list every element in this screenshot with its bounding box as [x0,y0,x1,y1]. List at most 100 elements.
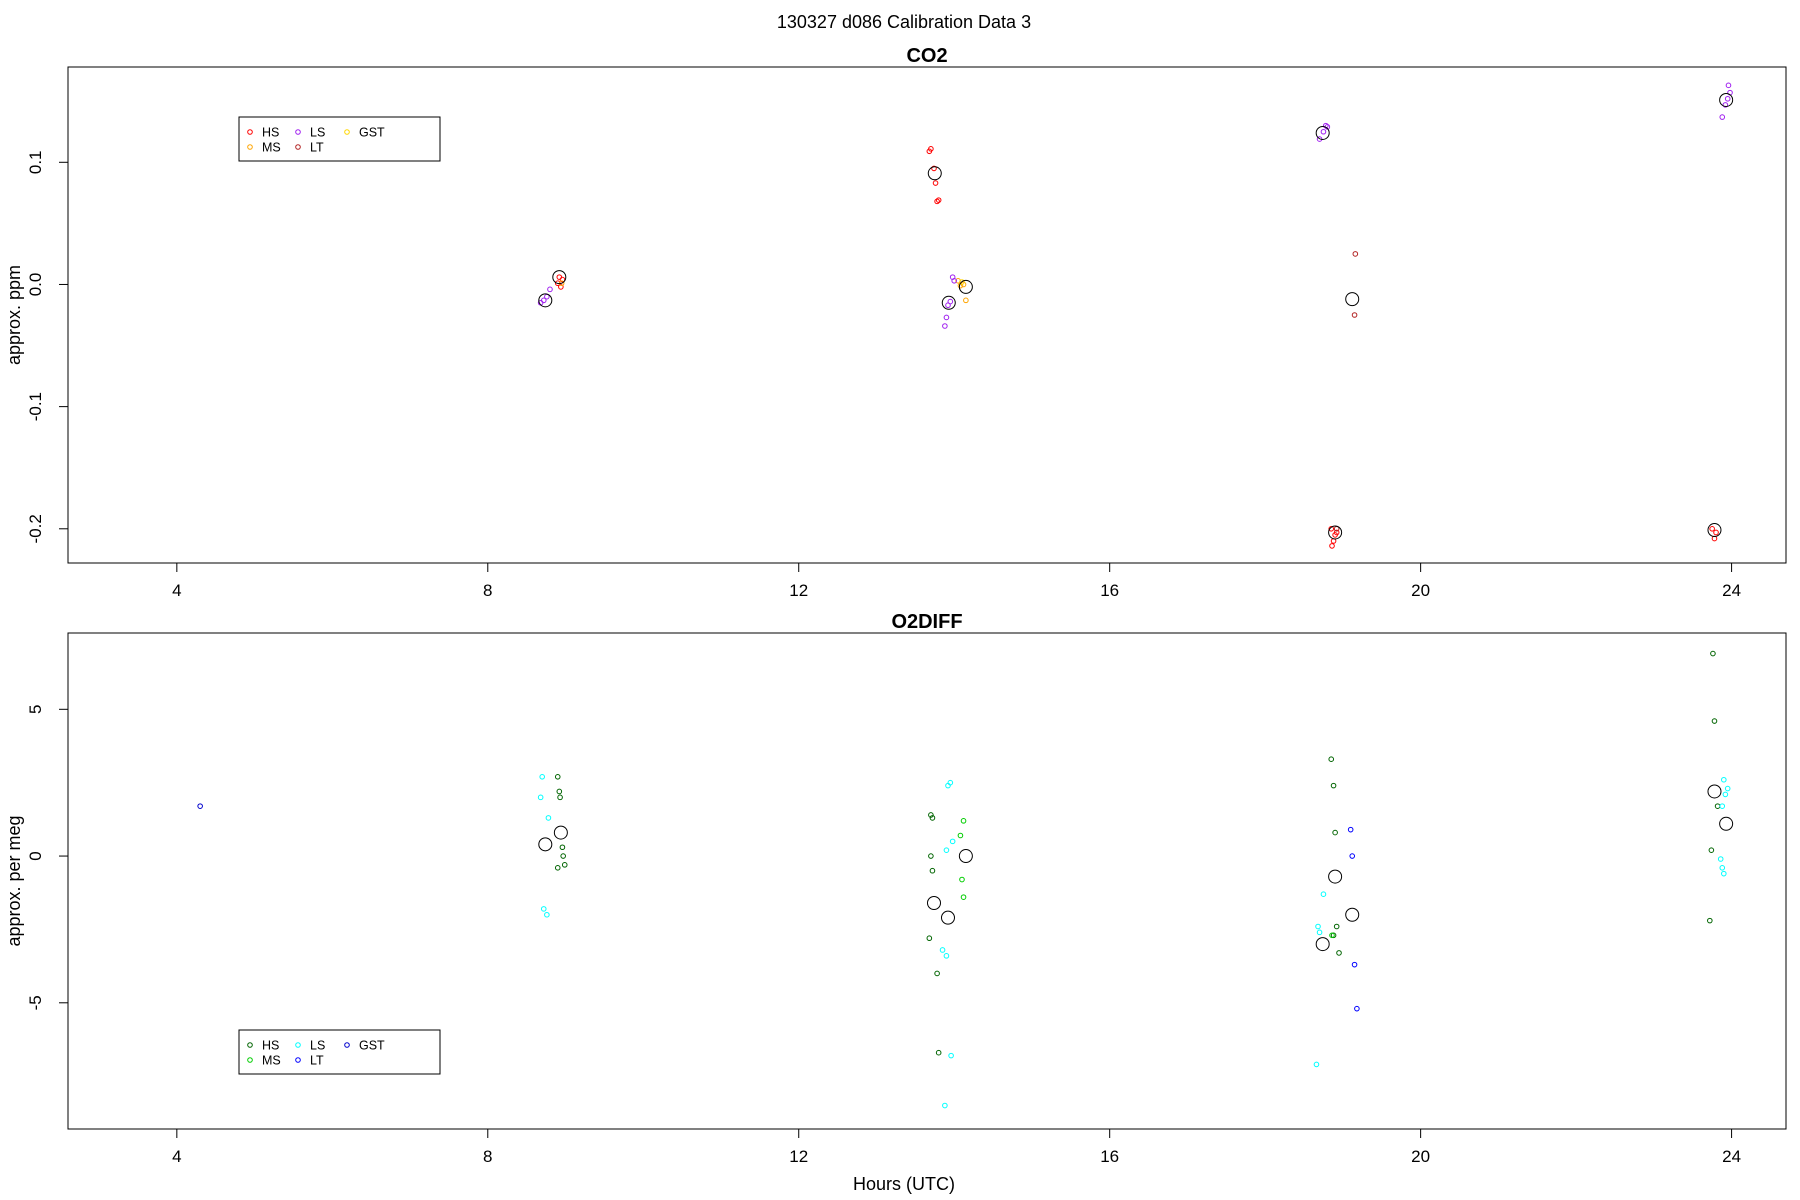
data-point-ls [947,298,954,305]
legend-label: LS [310,126,325,140]
data-point-ls [1320,891,1327,898]
data-point-ls [942,1102,948,1109]
legend-entry-hs: HS [247,1039,279,1053]
legend-marker [295,129,301,135]
data-point-hs [931,165,937,172]
legend-label: GST [359,1039,385,1053]
data-point-hs [1707,917,1713,924]
data-point-lt [1349,853,1356,859]
legend-box [238,1029,441,1075]
legend-label: MS [262,141,281,155]
legend-label: HS [262,1039,279,1053]
data-point-lt [1351,961,1358,968]
figure-title: 130327 d086 Calibration Data 3 [777,12,1031,32]
data-point-hs [926,935,933,942]
x-tick-label: 8 [483,581,492,600]
data-point-hs [928,812,934,818]
data-point-ls [545,815,552,821]
data-point-ls [1719,114,1726,120]
legend-entry-lt: LT [295,1054,324,1068]
data-point-hs [1328,756,1335,763]
mean-marker [1328,869,1343,884]
mean-marker [1315,125,1330,140]
data-point-lt [1351,312,1358,318]
series-gst [959,279,965,285]
legend-label: LT [310,141,324,155]
mean-marker [552,270,567,285]
data-point-hs [556,788,563,795]
data-point-ms [963,297,969,304]
legend-entry-ms: MS [247,1054,281,1068]
data-point-ms [960,894,967,900]
data-point-ms [959,876,965,883]
x-tick-label: 12 [789,581,808,600]
panel-title: CO2 [906,45,947,67]
mean-marker [1719,92,1734,107]
legend-marker [247,129,253,135]
data-point-ls [1725,82,1732,89]
y-tick-label: 5 [26,705,45,714]
data-point-hs [928,146,934,152]
data-point-ls [1313,1061,1320,1068]
mean-marker [926,896,941,911]
data-point-ls [540,906,547,912]
data-point-gst [197,803,203,809]
data-point-hs [1336,950,1342,956]
data-point-ls [1320,128,1327,135]
data-point-ls [1316,929,1323,936]
legend-label: LT [310,1054,324,1068]
legend-entry-ls: LS [295,1039,325,1053]
legend-entry-hs: HS [247,126,279,140]
mean-marker [1719,816,1734,831]
data-point-ls [537,794,544,801]
mean-marker [940,910,955,925]
mean-marker [1328,525,1343,540]
legend-marker [295,144,301,150]
legend-marker [295,1042,301,1048]
data-points [537,82,1733,549]
series-hs [554,650,1721,1056]
data-point-hs [928,853,934,859]
data-point-lt [1354,1005,1360,1012]
legend-entry-ms: MS [247,141,281,155]
data-point-ls [949,838,956,845]
x-tick-label: 12 [789,1147,808,1166]
panel-title: O2DIFF [891,611,962,633]
data-point-hs [554,774,561,780]
data-point-ls [951,277,958,284]
mean-marker [553,825,568,840]
data-point-hs [1330,782,1337,789]
x-tick-label: 16 [1100,1147,1119,1166]
mean-marker [941,295,956,310]
data-point-hs [1708,847,1715,853]
legend-label: HS [262,126,279,140]
mean-marker [538,293,553,308]
y-tick-label: -0.2 [26,514,45,543]
data-point-ls [945,782,951,789]
legend-entry-gst: GST [344,126,385,140]
data-point-hs [1714,803,1721,809]
y-axis: -5 0 5 [26,705,69,1010]
data-point-hs [558,284,564,290]
data-point-ls [1322,122,1329,129]
data-point-hs [559,276,566,283]
mean-marker [538,837,553,852]
x-tick-label: 24 [1722,581,1741,600]
data-point-hs [934,970,940,977]
legend-box [238,116,441,162]
legend-label: LS [310,1039,325,1053]
data-point-hs [559,844,566,851]
data-point-ls [1724,95,1731,102]
data-point-ms [957,832,964,839]
data-point-hs [1329,543,1335,549]
data-point-ls [539,774,545,780]
y-tick-label: 0.1 [26,150,45,174]
panel-co2: CO2 4 8 12 16 20 24 -0.2 -0.1 0.0 0.1 approx. ppm HS… [4,45,1787,600]
data-point-ls [1724,785,1731,792]
data-point-lt [1352,251,1359,257]
data-point-ls [1719,864,1726,871]
mean-marker [1315,937,1330,952]
data-point-ls [547,286,553,293]
